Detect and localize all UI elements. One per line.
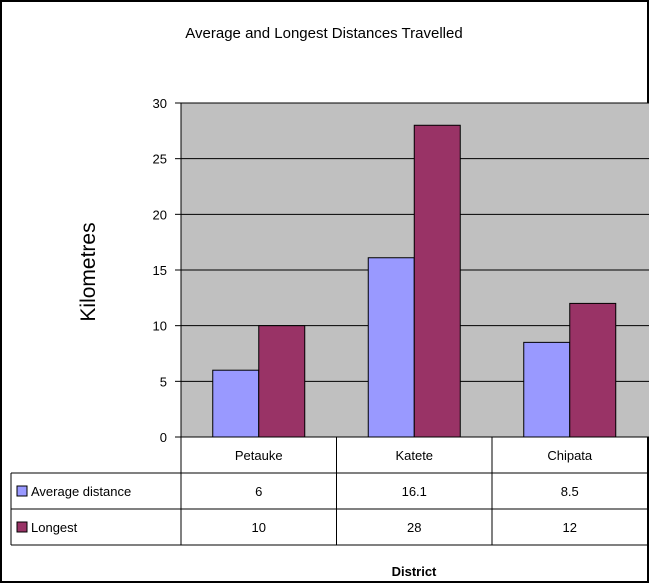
x-axis-label: District xyxy=(392,564,437,579)
y-tick-label: 15 xyxy=(153,263,167,278)
bar-chipata-series-0 xyxy=(523,341,571,438)
legend-key-0 xyxy=(16,485,28,497)
legend-key-1 xyxy=(16,521,28,533)
data-label: 16.1 xyxy=(402,484,427,499)
y-tick-label: 20 xyxy=(153,207,167,222)
y-tick-label: 30 xyxy=(153,96,167,111)
y-tick-label: 0 xyxy=(160,430,167,445)
y-tick-label: 5 xyxy=(160,374,167,389)
data-label: 12 xyxy=(563,520,577,535)
x-tick-label: Chipata xyxy=(547,448,593,463)
y-tick-label: 10 xyxy=(153,319,167,334)
bar-petauke-series-0 xyxy=(212,369,260,438)
bars xyxy=(212,124,617,438)
chart-title: Average and Longest Distances Travelled xyxy=(185,25,462,42)
data-label: 28 xyxy=(407,520,421,535)
data-label: 6 xyxy=(255,484,262,499)
y-tick-label: 25 xyxy=(153,152,167,167)
data-table: Petauke Katete Chipata Average distance 6 16.… xyxy=(10,436,649,546)
legend-label: Longest xyxy=(31,520,78,535)
bar-petauke-series-1 xyxy=(258,325,306,438)
data-label: 10 xyxy=(252,520,266,535)
y-axis-label: Kilometres xyxy=(77,222,100,321)
bar-katete-series-0 xyxy=(367,257,415,438)
bar-katete-series-1 xyxy=(413,124,461,438)
legend-label: Average distance xyxy=(31,484,131,499)
data-label: 8.5 xyxy=(561,484,579,499)
y-axis-ticks: 0 5 10 15 20 25 30 xyxy=(153,96,181,445)
bar-chipata-series-1 xyxy=(569,302,617,438)
x-tick-label: Petauke xyxy=(235,448,283,463)
x-tick-label: Katete xyxy=(395,448,433,463)
